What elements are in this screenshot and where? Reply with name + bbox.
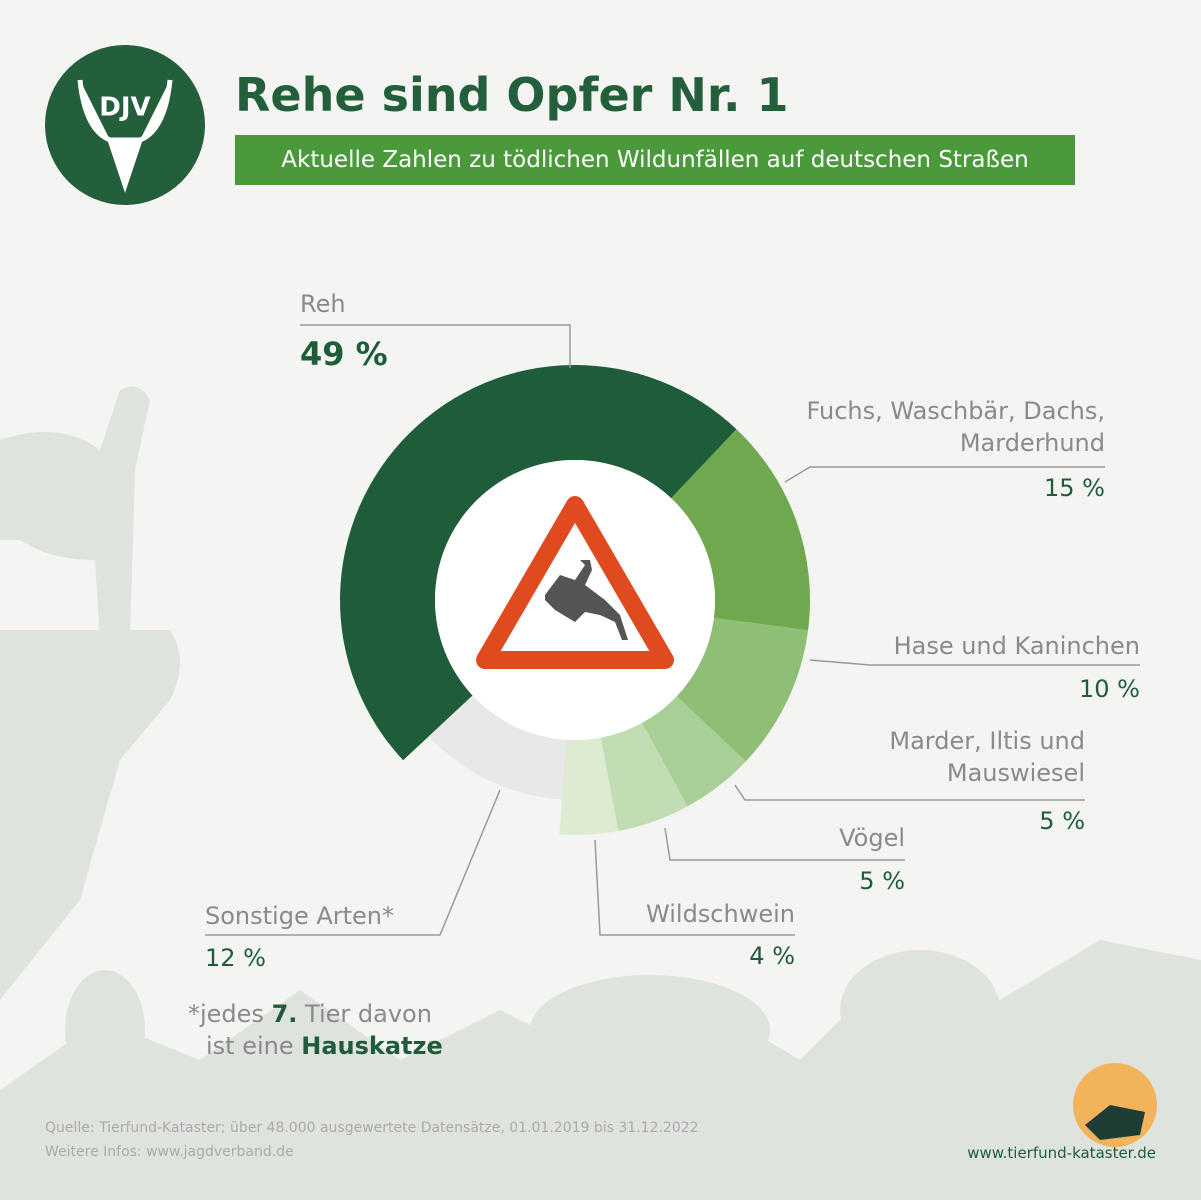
donut [340, 365, 810, 835]
logo-text: DJV [99, 93, 150, 123]
value-label: 10 % [1079, 675, 1140, 703]
donut-segment [428, 695, 566, 800]
donut-segment [676, 618, 809, 762]
category-label: Hase und Kaninchen [893, 632, 1140, 660]
tierfund-map [1085, 1105, 1145, 1140]
donut-segment [559, 737, 619, 835]
connector-line [205, 789, 501, 936]
donut-segment [340, 365, 737, 761]
more-info: Weitere Infos: www.jagdverband.de [45, 1144, 294, 1160]
footnote-text: *jedes [188, 1000, 272, 1028]
category-label: Sonstige Arten* [205, 902, 395, 930]
value-label: 5 % [859, 867, 905, 895]
category-label: Fuchs, Waschbär, Dachs, Marderhund [806, 397, 1105, 457]
footnote-number: 7. [271, 1000, 298, 1028]
source: Quelle: Tierfund-Kataster; über 48.000 a… [45, 1120, 699, 1136]
value-label: 4 % [749, 942, 795, 970]
value-label: 15 % [1044, 474, 1105, 502]
connector-line [784, 466, 1105, 483]
footnote: *jedes 7. Tier davon ist eine Hauskatze [188, 998, 443, 1062]
donut-segment [600, 722, 688, 831]
connector-line [664, 827, 905, 861]
connectors [205, 324, 1140, 936]
footnote-highlight: Hauskatze [301, 1032, 443, 1060]
category-label: Vögel [839, 824, 905, 852]
donut-segment [671, 429, 810, 631]
donut-segment [642, 696, 746, 807]
logo-antlers [77, 79, 173, 193]
footnote-text: ist eine [206, 1032, 302, 1060]
website: www.tierfund-kataster.de [967, 1144, 1156, 1162]
connector-line [594, 839, 795, 936]
footnote-text: Tier davon [297, 1000, 432, 1028]
category-label: Wildschwein [646, 900, 795, 928]
category-label: Reh [300, 290, 346, 318]
connector-line [734, 784, 1085, 801]
connector-line [809, 659, 1140, 666]
background-silhouettes [0, 386, 1201, 1200]
subtitle: Aktuelle Zahlen zu tödlichen Wildunfälle… [235, 135, 1075, 185]
value-label: 5 % [1039, 807, 1085, 835]
logo-circle [45, 45, 205, 205]
value-label: 49 % [300, 335, 388, 373]
connector-line [300, 324, 571, 368]
category-label: Marder, Iltis und Mauswiesel [889, 727, 1085, 787]
title: Rehe sind Opfer Nr. 1 [235, 68, 789, 122]
deer-icon [545, 560, 628, 640]
value-label: 12 % [205, 944, 266, 972]
